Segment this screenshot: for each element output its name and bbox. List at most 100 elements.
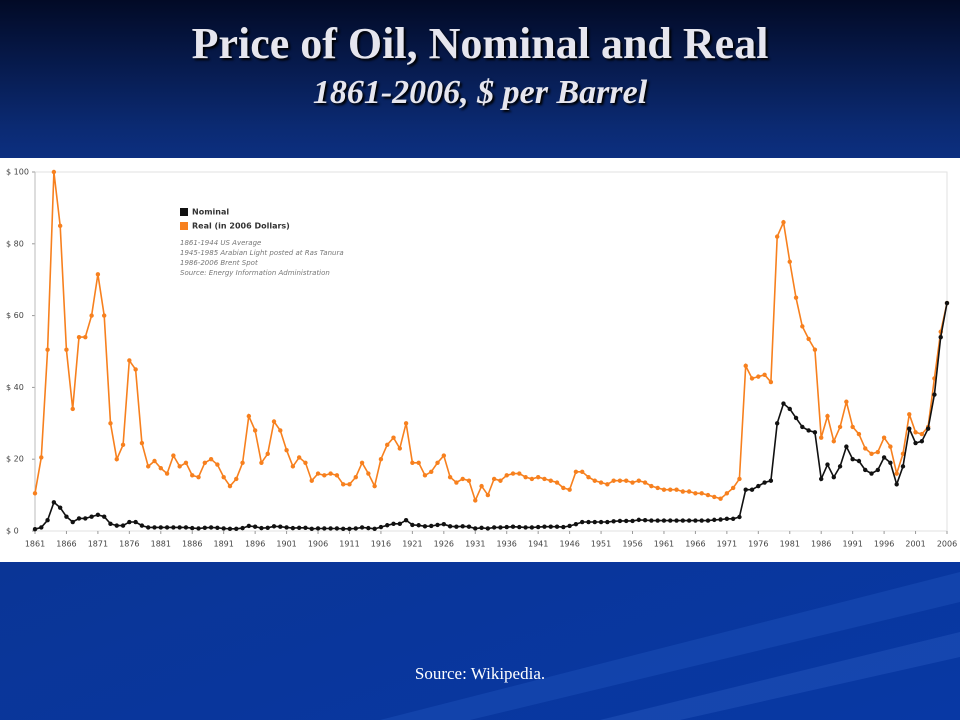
point xyxy=(523,474,528,480)
point xyxy=(473,498,478,503)
point xyxy=(831,439,836,444)
point xyxy=(139,523,145,528)
point xyxy=(271,524,277,529)
point xyxy=(309,478,314,483)
point xyxy=(743,487,748,492)
x-tick-label: 1891 xyxy=(214,540,234,549)
point xyxy=(152,525,157,530)
point xyxy=(372,526,377,532)
point xyxy=(913,440,918,446)
point xyxy=(586,519,591,525)
point xyxy=(881,455,887,460)
point xyxy=(617,478,623,483)
point xyxy=(573,521,579,527)
point xyxy=(504,473,509,478)
note: Source: Energy Information Administratio… xyxy=(180,269,330,277)
point xyxy=(114,523,119,528)
point xyxy=(234,476,239,482)
x-tick-label: 1926 xyxy=(434,540,454,549)
point xyxy=(76,516,82,521)
point xyxy=(925,426,931,431)
point xyxy=(76,334,82,340)
point xyxy=(655,485,660,491)
point xyxy=(498,525,503,530)
point xyxy=(89,313,94,318)
point xyxy=(139,440,145,446)
point xyxy=(410,522,415,528)
plot-frame xyxy=(34,171,948,532)
point xyxy=(491,476,497,482)
point xyxy=(340,526,346,532)
point xyxy=(120,523,126,528)
point xyxy=(529,476,535,482)
x-tick-label: 1881 xyxy=(151,540,171,549)
x-tick-label: 1956 xyxy=(622,540,642,549)
point xyxy=(460,524,465,529)
point xyxy=(177,525,182,530)
point xyxy=(699,491,704,496)
point xyxy=(391,435,396,440)
x-tick-label: 1901 xyxy=(276,540,296,549)
point xyxy=(661,487,667,492)
point xyxy=(177,464,182,469)
point xyxy=(636,478,642,483)
footer-band xyxy=(0,562,960,720)
x-tick-label: 1866 xyxy=(56,540,76,549)
point xyxy=(265,525,270,530)
point xyxy=(718,496,723,501)
point xyxy=(454,524,459,529)
point xyxy=(586,474,591,480)
point xyxy=(605,482,610,487)
point xyxy=(636,517,642,523)
x-tick-label: 2006 xyxy=(937,540,957,549)
point xyxy=(844,399,849,404)
point xyxy=(863,446,868,451)
x-tick-label: 1911 xyxy=(339,540,359,549)
point xyxy=(234,526,239,532)
point xyxy=(473,526,478,531)
point xyxy=(127,519,132,525)
point xyxy=(347,526,352,532)
point xyxy=(655,518,660,523)
point xyxy=(190,473,195,478)
series-line xyxy=(34,171,948,503)
point xyxy=(567,523,572,529)
x-tick-label: 1976 xyxy=(748,540,768,549)
point xyxy=(554,524,560,529)
point xyxy=(712,494,717,500)
point xyxy=(919,431,925,437)
point xyxy=(435,522,440,528)
point xyxy=(278,524,283,529)
point xyxy=(127,358,132,363)
point xyxy=(183,525,189,530)
y-tick-label: $ 0 xyxy=(6,527,19,536)
point xyxy=(774,234,780,239)
point xyxy=(158,525,163,530)
point xyxy=(743,363,748,369)
y-tick-label: $ 40 xyxy=(6,383,24,392)
point xyxy=(328,471,333,476)
point xyxy=(227,483,233,489)
point xyxy=(617,518,623,524)
point xyxy=(768,379,774,385)
point xyxy=(850,424,855,430)
point xyxy=(120,442,126,448)
point xyxy=(328,526,333,531)
point xyxy=(800,324,805,329)
point xyxy=(39,455,44,460)
point xyxy=(510,471,516,476)
x-tick-label: 1916 xyxy=(371,540,391,549)
x-tick-label: 1876 xyxy=(119,540,139,549)
point xyxy=(668,487,673,492)
point xyxy=(598,480,604,485)
point xyxy=(668,518,673,523)
point xyxy=(699,518,704,523)
point xyxy=(57,223,63,229)
point xyxy=(554,480,560,485)
point xyxy=(403,518,409,523)
point xyxy=(83,334,88,340)
point xyxy=(529,525,535,530)
point xyxy=(863,467,868,473)
point xyxy=(542,476,547,482)
point xyxy=(322,526,327,531)
